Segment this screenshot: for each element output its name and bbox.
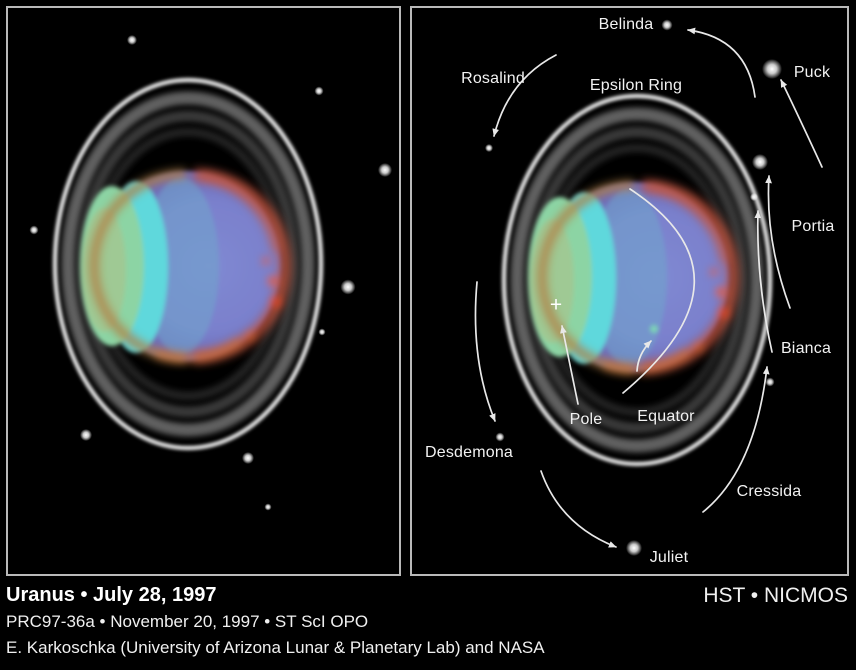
moon-belinda [661,19,673,31]
arrow-cressida [702,366,770,513]
label-equator: Equator [637,408,695,425]
cloud-spot [693,342,703,352]
arrow-equator [636,340,652,372]
cloud-spot [271,297,281,307]
cloud-spot [245,331,255,341]
outer-ring-band [510,107,764,453]
moon-dot [318,328,326,336]
label-belinda: Belinda [598,16,654,33]
left-limb-glow [537,180,635,374]
arrow-desdemona [474,281,496,422]
cloud-spot [710,268,718,276]
epsilon-ring [52,77,324,451]
arrow-portia [765,175,791,309]
moon-dot [29,225,39,235]
uranus-artwork-left [29,35,392,511]
moon-dot [378,163,392,177]
label-portia: Portia [791,218,835,235]
moon-dot [242,452,254,464]
outer-ring-band [61,91,315,437]
moon-portia [752,154,768,170]
label-puck: Puck [793,64,831,81]
label-desdemona: Desdemona [424,444,514,461]
arrow-juliet [540,470,617,548]
arrow-rosalind [492,54,557,137]
epsilon-ring [501,93,773,467]
ring-system [52,77,324,451]
uranus-planet [528,179,740,375]
release-info: PRC97-36a • November 20, 1997 • ST ScI O… [6,612,369,631]
bottom-orange-rim [602,347,692,374]
equator-line [622,188,696,394]
moon-dot [264,503,272,511]
moon-rosalind [485,144,493,152]
cloud-spot [716,287,726,297]
label-juliet: Juliet [649,549,689,566]
arrow-belinda [687,27,756,98]
moon-dot [314,86,324,96]
moon-dot [80,429,92,441]
moons-right [485,19,782,556]
moons-left [29,35,392,511]
label-rosalind: Rosalind [461,70,525,87]
image-title: Uranus • July 28, 1997 [6,584,217,606]
label-cressida: Cressida [736,483,802,500]
moon-dot [750,193,758,201]
panel-unannotated [6,6,401,576]
instrument-label: HST • NICMOS [703,584,848,607]
green-cloud-spot [650,325,658,333]
uranus-artwork-right [474,19,823,556]
left-limb-glow [89,169,187,363]
arrow-pole [560,325,579,405]
moon-dot [765,377,775,387]
label-bianca: Bianca [780,340,832,357]
credit-line: E. Karkoschka (University of Arizona Lun… [6,638,545,657]
arrow-bianca [754,210,773,353]
cloud-spot [268,276,278,286]
moon-dot [127,35,137,45]
cloud-spot [719,308,729,318]
moon-juliet [626,540,642,556]
moon-desdemona [495,432,505,442]
label-epsilon-ring: Epsilon Ring [589,77,683,94]
cloud-spot [262,257,270,265]
uranus-planet [80,168,292,364]
pole-marker: + [549,293,563,317]
annotations [474,27,823,548]
moon-dot [340,279,356,295]
bottom-orange-rim [154,336,244,363]
panel-annotated [410,6,849,576]
arrow-puck [780,79,823,168]
label-pole: Pole [569,411,603,428]
moon-puck [762,59,782,79]
